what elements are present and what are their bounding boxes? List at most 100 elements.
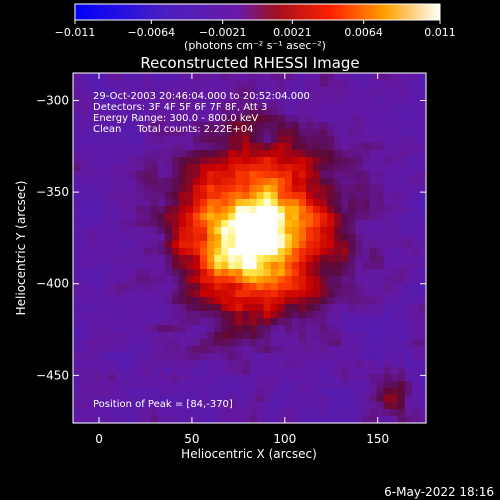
heatmap-cell	[150, 178, 159, 186]
heatmap-cell	[214, 332, 222, 340]
heatmap-cell	[157, 381, 166, 389]
heatmap-cell	[305, 304, 314, 312]
heatmap-cell	[207, 381, 215, 389]
heatmap-cell	[291, 374, 300, 382]
heatmap-cell	[80, 171, 88, 179]
heatmap-cell	[136, 199, 145, 207]
heatmap-cell	[404, 339, 413, 347]
heatmap-cell	[256, 234, 265, 242]
heatmap-cell	[390, 290, 399, 298]
heatmap-cell	[263, 136, 272, 144]
heatmap-cell	[355, 171, 364, 179]
heatmap-cell	[411, 304, 420, 312]
heatmap-cell	[178, 290, 187, 298]
heatmap-cell	[157, 185, 166, 193]
heatmap-cell	[376, 227, 385, 235]
heatmap-cell	[122, 262, 131, 270]
heatmap-cell	[73, 339, 81, 347]
heatmap-cell	[305, 367, 314, 375]
heatmap-cell	[376, 164, 385, 172]
heatmap-cell	[193, 318, 201, 326]
heatmap-cell	[256, 192, 265, 200]
heatmap-cell	[376, 220, 385, 228]
heatmap-cell	[418, 388, 427, 396]
heatmap-cell	[320, 409, 328, 417]
heatmap-cell	[136, 262, 145, 270]
heatmap-cell	[334, 416, 342, 424]
heatmap-cell	[256, 297, 265, 305]
heatmap-cell	[129, 122, 138, 130]
heatmap-cell	[115, 311, 124, 319]
heatmap-cell	[108, 297, 116, 305]
heatmap-cell	[376, 367, 385, 375]
heatmap-cell	[397, 283, 406, 291]
heatmap-cell	[164, 269, 173, 277]
heatmap-cell	[411, 101, 420, 109]
heatmap-cell	[214, 213, 222, 221]
heatmap-cell	[277, 381, 286, 389]
heatmap-cell	[369, 129, 378, 137]
heatmap-cell	[277, 157, 286, 165]
heatmap-cell	[115, 234, 124, 242]
heatmap-cell	[305, 143, 314, 151]
heatmap-cell	[228, 143, 236, 151]
heatmap-cell	[418, 367, 427, 375]
heatmap-cell	[320, 115, 328, 123]
heatmap-cell	[376, 87, 385, 95]
heatmap-cell	[298, 269, 307, 277]
heatmap-cell	[129, 409, 138, 417]
heatmap-cell	[115, 388, 124, 396]
heatmap-cell	[136, 178, 145, 186]
heatmap-cell	[80, 346, 88, 354]
heatmap-cell	[129, 269, 138, 277]
heatmap-cell	[94, 416, 102, 424]
heatmap-cell	[263, 157, 272, 165]
x-tick-label: 150	[366, 432, 389, 446]
heatmap-cell	[355, 73, 364, 81]
heatmap-cell	[277, 178, 286, 186]
heatmap-cell	[355, 339, 364, 347]
heatmap-cell	[418, 255, 427, 263]
heatmap-cell	[334, 80, 342, 88]
heatmap-cell	[277, 262, 286, 270]
heatmap-cell	[341, 108, 349, 116]
heatmap-cell	[108, 325, 116, 333]
heatmap-cell	[122, 409, 131, 417]
heatmap-cell	[320, 199, 328, 207]
heatmap-cell	[242, 346, 251, 354]
heatmap-cell	[376, 213, 385, 221]
heatmap-cell	[193, 262, 201, 270]
heatmap-cell	[242, 227, 251, 235]
heatmap-cell	[249, 353, 258, 361]
heatmap-cell	[404, 395, 413, 403]
heatmap-cell	[383, 374, 392, 382]
heatmap-cell	[327, 143, 335, 151]
heatmap-cell	[327, 360, 335, 368]
heatmap-cell	[383, 122, 392, 130]
heatmap-cell	[249, 227, 258, 235]
heatmap-cell	[418, 339, 427, 347]
heatmap-cell	[143, 143, 152, 151]
heatmap-cell	[207, 199, 215, 207]
heatmap-cell	[108, 374, 116, 382]
heatmap-cell	[355, 353, 364, 361]
heatmap-cell	[362, 199, 371, 207]
heatmap-cell	[171, 192, 180, 200]
heatmap-cell	[200, 311, 208, 319]
heatmap-cell	[404, 374, 413, 382]
heatmap-cell	[193, 241, 201, 249]
heatmap-cell	[80, 150, 88, 158]
heatmap-cell	[157, 136, 166, 144]
heatmap-cell	[383, 409, 392, 417]
heatmap-cell	[115, 241, 124, 249]
heatmap-cell	[341, 395, 349, 403]
heatmap-cell	[193, 136, 201, 144]
heatmap-cell	[376, 122, 385, 130]
heatmap-cell	[348, 283, 356, 291]
heatmap-cell	[418, 248, 427, 256]
heatmap-cell	[200, 269, 208, 277]
heatmap-cell	[171, 234, 180, 242]
heatmap-cell	[164, 339, 173, 347]
heatmap-cell	[207, 297, 215, 305]
heatmap-cell	[348, 255, 356, 263]
